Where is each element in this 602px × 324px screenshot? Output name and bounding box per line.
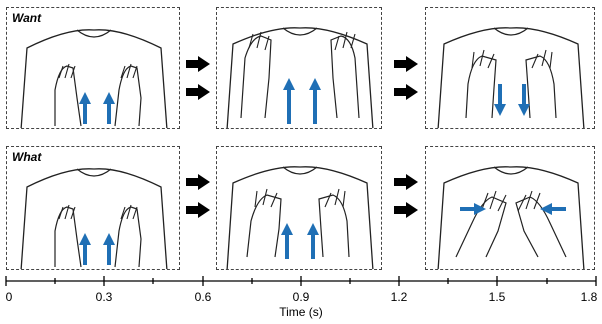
arrow-left-icon [540, 203, 566, 215]
arrow-right-icon [394, 84, 418, 100]
arrow-right-icon [186, 84, 210, 100]
transition-arrows-row1-a [186, 56, 210, 100]
arrow-down-icon [494, 84, 530, 116]
panel-want-2 [216, 7, 382, 129]
tick-label: 0.6 [194, 290, 212, 304]
tick-label: 0 [5, 290, 13, 304]
arrow-right-icon [186, 202, 210, 218]
figure-hands-on-chest [20, 168, 168, 269]
figure-hands-down [437, 27, 585, 128]
row-label-what: What [12, 150, 42, 164]
tick-label: 1.2 [390, 290, 408, 304]
figure-hands-crossed [437, 166, 585, 269]
tick-label: 1.8 [580, 290, 598, 304]
panel-what-1: What [6, 146, 180, 270]
tick-label: 0.3 [95, 290, 113, 304]
figure-hands-on-chest [20, 29, 168, 128]
arrow-right-icon [460, 203, 486, 215]
panel-want-3 [425, 7, 595, 129]
axis-ticks [5, 276, 597, 286]
panel-what-2 [216, 146, 382, 270]
transition-arrows-row2-a [186, 174, 210, 218]
axis-title: Time (s) [279, 305, 323, 319]
panel-want-1: Want [6, 7, 180, 129]
arrow-up-icon [283, 78, 321, 124]
arrow-right-icon [186, 174, 210, 190]
time-axis [5, 276, 597, 286]
transition-arrows-row2-b [394, 174, 418, 218]
figure-hands-on-shoulders [226, 27, 374, 128]
panel-what-3 [425, 146, 595, 270]
figure-hands-raised [226, 166, 374, 269]
transition-arrows-row1-b [394, 56, 418, 100]
arrow-right-icon [394, 56, 418, 72]
arrow-right-icon [186, 56, 210, 72]
tick-label: 0.9 [292, 290, 310, 304]
arrow-up-icon [281, 223, 319, 259]
arrow-right-icon [394, 174, 418, 190]
tick-label: 1.5 [488, 290, 506, 304]
arrow-up-icon [79, 233, 115, 265]
arrow-up-icon [79, 92, 115, 124]
row-label-want: Want [12, 11, 42, 25]
arrow-right-icon [394, 202, 418, 218]
